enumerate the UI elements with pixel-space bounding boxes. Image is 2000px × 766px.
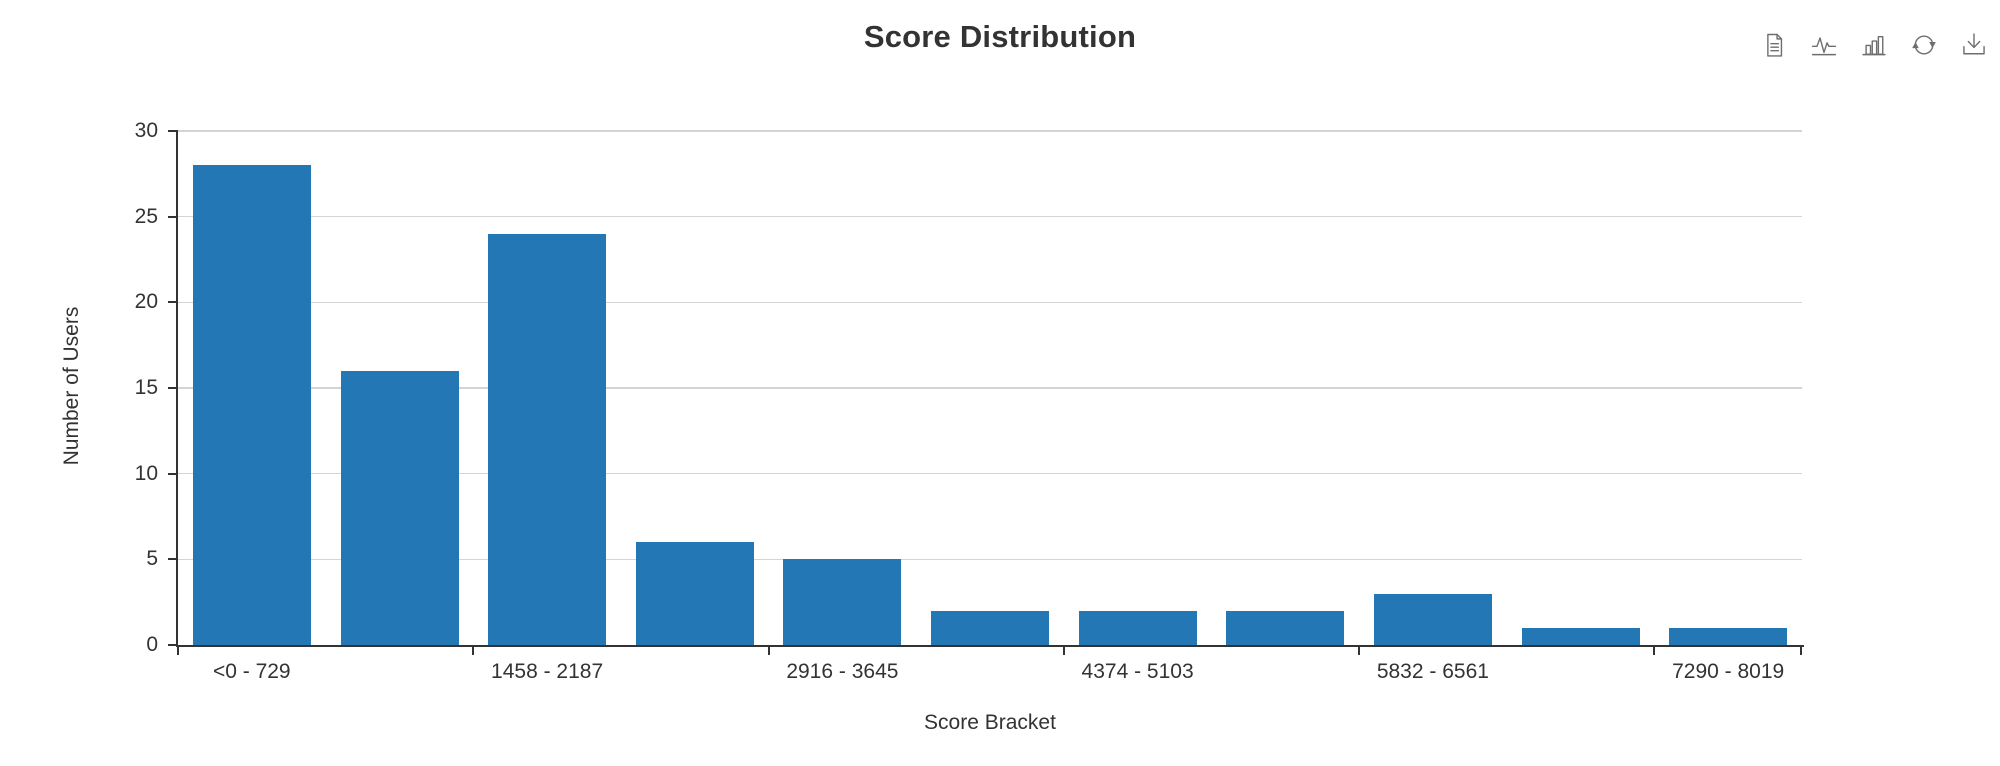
gridline (178, 387, 1802, 389)
x-axis-tick (1358, 645, 1361, 655)
bar[interactable] (1373, 593, 1492, 645)
bar[interactable] (192, 165, 311, 645)
gridline (178, 558, 1802, 561)
y-axis-tick-label: 30 (134, 119, 158, 142)
y-axis-tick (168, 644, 178, 646)
x-axis-tick (1062, 645, 1065, 655)
x-axis-tick-label: 7290 - 8019 (1672, 660, 1785, 683)
gridline (178, 472, 1802, 475)
download-icon[interactable] (1960, 28, 1988, 62)
bar[interactable] (340, 370, 459, 645)
data-view-icon[interactable] (1760, 28, 1788, 62)
y-axis-tick-label: 10 (134, 461, 158, 485)
y-axis-tick (168, 558, 178, 561)
x-axis-tick (767, 645, 770, 655)
gridline (178, 130, 1802, 132)
y-axis-tick (168, 301, 178, 304)
y-axis-tick (168, 472, 178, 475)
bar[interactable] (1521, 627, 1640, 645)
y-axis-tick (168, 387, 178, 389)
y-axis-tick-label: 20 (134, 290, 158, 314)
y-axis-tick (168, 130, 178, 132)
y-axis-tick-label: 25 (134, 204, 158, 228)
toolbar (1760, 28, 1988, 62)
line-chart-icon[interactable] (1810, 28, 1838, 62)
y-axis-tick-label: 0 (146, 633, 158, 656)
bar[interactable] (931, 610, 1049, 645)
refresh-icon[interactable] (1910, 28, 1938, 62)
bar[interactable] (1226, 610, 1345, 645)
bar[interactable] (783, 559, 902, 645)
y-axis-tick (168, 215, 178, 218)
bar[interactable] (1078, 610, 1197, 645)
bar[interactable] (635, 542, 754, 645)
y-axis-tick-label: 15 (134, 376, 158, 399)
x-axis-tick-label: 4374 - 5103 (1081, 660, 1194, 683)
x-axis-tick (177, 645, 179, 655)
x-axis-tick (1653, 645, 1656, 655)
x-axis-tick (1800, 645, 1802, 655)
x-axis-line (176, 645, 1804, 647)
gridline (178, 215, 1802, 218)
x-axis-tick-label: 1458 - 2187 (491, 660, 604, 683)
x-axis-title: Score Bracket (924, 711, 1056, 734)
x-axis-tick-label: 5832 - 6561 (1376, 660, 1489, 683)
y-axis-tick-label: 5 (146, 547, 158, 571)
y-axis-line (176, 131, 178, 647)
chart-title: Score Distribution (863, 19, 1137, 54)
x-axis-tick-label: 2916 - 3645 (786, 660, 899, 683)
x-axis-tick (472, 645, 475, 655)
gridline (178, 301, 1802, 304)
bar[interactable] (488, 233, 607, 645)
x-axis-tick-label: <0 - 729 (212, 660, 291, 683)
bar[interactable] (1669, 627, 1788, 645)
bar-chart-icon[interactable] (1860, 28, 1888, 62)
